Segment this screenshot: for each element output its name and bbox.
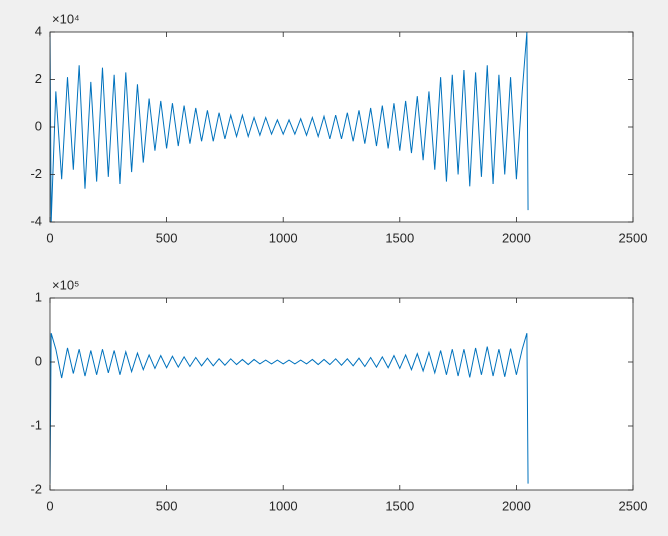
x-tick-label: 2500 <box>619 498 648 513</box>
y-tick-label: 0 <box>35 118 42 133</box>
line-series <box>50 333 529 484</box>
x-tick-label: 500 <box>156 498 178 513</box>
y-tick-label: -4 <box>30 213 42 228</box>
y-tick-label: 4 <box>35 23 42 38</box>
y-tick-label: 2 <box>35 71 42 86</box>
x-tick-label: 0 <box>46 230 53 245</box>
axes-background <box>50 298 633 490</box>
axes-background <box>50 32 633 222</box>
y-tick-label: 0 <box>35 353 42 368</box>
y-exponent-label: ×10⁴ <box>52 11 80 26</box>
line-series <box>50 31 529 223</box>
x-tick-label: 2000 <box>502 498 531 513</box>
x-tick-label: 0 <box>46 498 53 513</box>
y-tick-label: -2 <box>30 166 42 181</box>
x-tick-label: 1000 <box>269 498 298 513</box>
x-tick-label: 1000 <box>269 230 298 245</box>
x-tick-label: 1500 <box>385 230 414 245</box>
y-tick-label: -2 <box>30 481 42 496</box>
y-exponent-label: ×10⁵ <box>52 277 79 292</box>
x-tick-label: 1500 <box>385 498 414 513</box>
y-tick-label: 1 <box>35 289 42 304</box>
axes-box <box>49 297 634 491</box>
y-tick-label: -1 <box>30 417 42 432</box>
x-tick-label: 500 <box>156 230 178 245</box>
x-tick-label: 2500 <box>619 230 648 245</box>
x-tick-label: 2000 <box>502 230 531 245</box>
